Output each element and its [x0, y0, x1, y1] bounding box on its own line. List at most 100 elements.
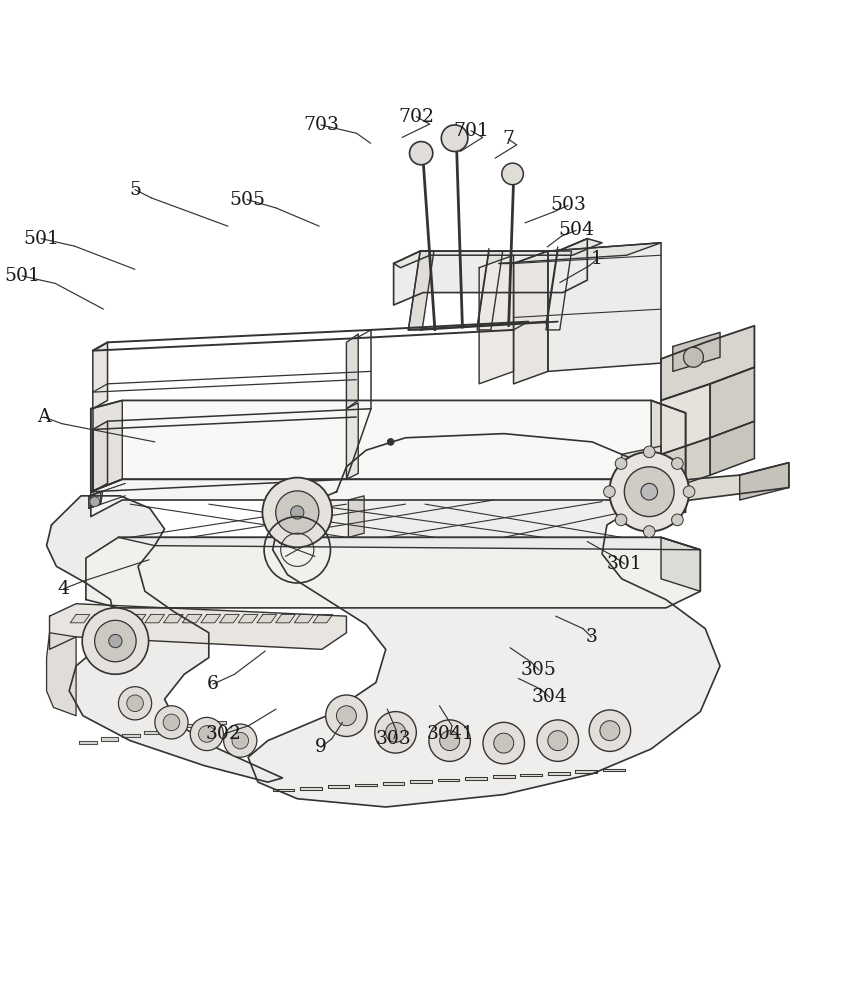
Circle shape	[232, 732, 248, 749]
Polygon shape	[122, 734, 140, 737]
Circle shape	[290, 506, 304, 519]
Text: 702: 702	[398, 108, 435, 126]
Polygon shape	[144, 731, 161, 734]
Polygon shape	[89, 492, 103, 508]
Circle shape	[548, 731, 568, 751]
Polygon shape	[309, 496, 325, 537]
Circle shape	[483, 722, 524, 764]
Text: 503: 503	[550, 196, 586, 214]
Polygon shape	[673, 332, 720, 371]
Polygon shape	[408, 251, 434, 330]
Circle shape	[190, 717, 224, 751]
Circle shape	[589, 710, 630, 751]
Polygon shape	[477, 251, 503, 330]
Polygon shape	[107, 615, 127, 623]
Circle shape	[82, 608, 149, 674]
Polygon shape	[513, 251, 548, 384]
Polygon shape	[164, 615, 183, 623]
Polygon shape	[201, 615, 220, 623]
Circle shape	[429, 720, 470, 761]
Polygon shape	[652, 400, 685, 492]
Circle shape	[409, 142, 433, 165]
Polygon shape	[546, 251, 571, 330]
Polygon shape	[661, 326, 755, 400]
Text: 7: 7	[502, 130, 514, 148]
Circle shape	[337, 706, 356, 726]
Circle shape	[163, 714, 180, 731]
Text: 5: 5	[129, 181, 141, 199]
Circle shape	[118, 687, 152, 720]
Text: 305: 305	[521, 661, 557, 679]
Polygon shape	[182, 615, 202, 623]
Circle shape	[262, 478, 333, 547]
Polygon shape	[89, 615, 109, 623]
Polygon shape	[410, 780, 432, 783]
Text: 703: 703	[303, 116, 338, 134]
Polygon shape	[548, 243, 661, 371]
Polygon shape	[346, 334, 358, 409]
Text: 505: 505	[229, 191, 265, 209]
Polygon shape	[93, 421, 107, 492]
Polygon shape	[127, 615, 146, 623]
Polygon shape	[86, 537, 701, 608]
Text: 6: 6	[207, 675, 219, 693]
Polygon shape	[295, 615, 314, 623]
Polygon shape	[208, 721, 226, 724]
Circle shape	[625, 467, 674, 517]
Circle shape	[641, 483, 657, 500]
Circle shape	[600, 721, 619, 741]
Text: A: A	[37, 408, 51, 426]
Circle shape	[609, 452, 689, 532]
Circle shape	[672, 514, 683, 526]
Polygon shape	[499, 243, 661, 264]
Polygon shape	[641, 463, 789, 517]
Polygon shape	[187, 724, 205, 727]
Circle shape	[615, 514, 627, 526]
Polygon shape	[89, 492, 100, 508]
Polygon shape	[257, 615, 277, 623]
Circle shape	[615, 458, 627, 469]
Text: 301: 301	[607, 555, 642, 573]
Polygon shape	[383, 782, 404, 785]
Circle shape	[386, 722, 405, 742]
Polygon shape	[479, 255, 513, 384]
Polygon shape	[219, 615, 239, 623]
Polygon shape	[438, 779, 459, 781]
Text: 303: 303	[376, 730, 412, 748]
Circle shape	[672, 458, 683, 469]
Polygon shape	[493, 775, 515, 778]
Polygon shape	[739, 463, 789, 500]
Circle shape	[154, 706, 188, 739]
Polygon shape	[93, 342, 107, 409]
Polygon shape	[393, 239, 602, 268]
Polygon shape	[346, 403, 358, 479]
Polygon shape	[165, 727, 183, 731]
Circle shape	[684, 347, 703, 367]
Circle shape	[224, 724, 257, 757]
Polygon shape	[100, 737, 118, 741]
Circle shape	[89, 497, 100, 507]
Text: 701: 701	[453, 122, 489, 140]
Circle shape	[494, 733, 514, 753]
Circle shape	[684, 486, 695, 498]
Text: 4: 4	[57, 580, 69, 598]
Polygon shape	[300, 787, 322, 790]
Polygon shape	[145, 615, 165, 623]
Polygon shape	[46, 633, 76, 716]
Circle shape	[440, 731, 460, 751]
Polygon shape	[661, 384, 710, 454]
Polygon shape	[355, 784, 377, 786]
Circle shape	[109, 634, 122, 648]
Circle shape	[441, 125, 468, 152]
Polygon shape	[118, 537, 701, 550]
Circle shape	[276, 491, 319, 534]
Circle shape	[326, 695, 367, 736]
Circle shape	[603, 486, 615, 498]
Polygon shape	[248, 434, 720, 807]
Polygon shape	[661, 537, 701, 591]
Circle shape	[537, 720, 578, 761]
Polygon shape	[91, 400, 685, 492]
Polygon shape	[70, 615, 89, 623]
Text: 501: 501	[4, 267, 40, 285]
Text: 1: 1	[591, 250, 603, 268]
